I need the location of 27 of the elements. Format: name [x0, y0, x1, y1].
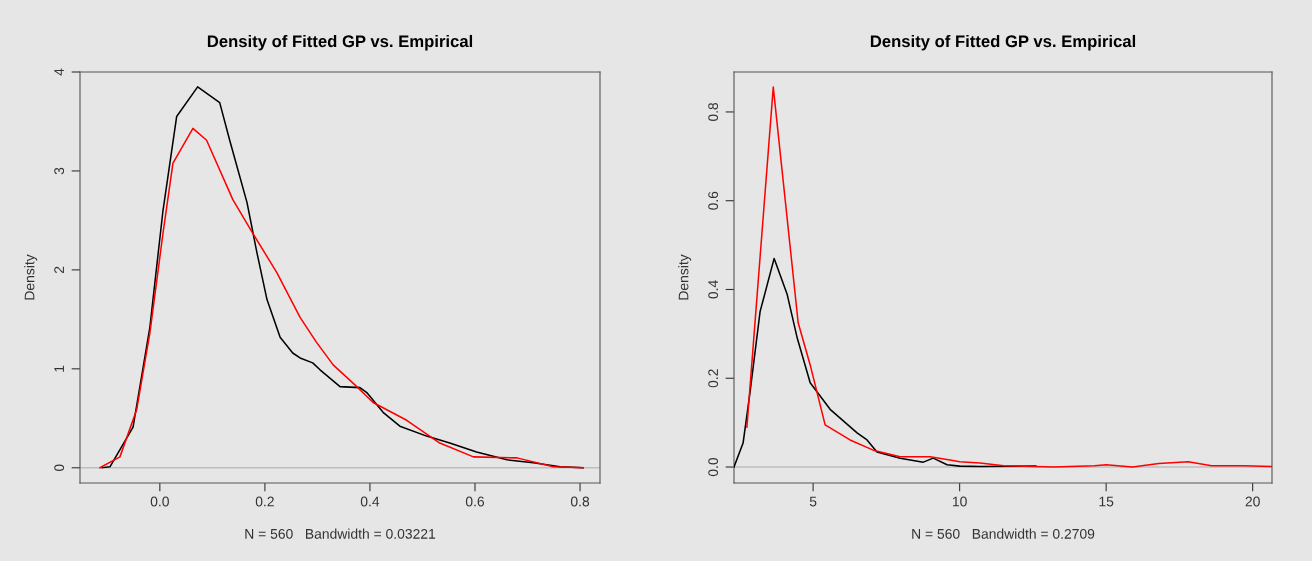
- x-tick-label: 15: [1099, 496, 1114, 507]
- x-tick-label: 10: [952, 496, 967, 507]
- y-tick-label: 0.2: [708, 369, 719, 388]
- x-tick-label: 5: [809, 496, 817, 507]
- y-tick-label: 0: [54, 464, 65, 472]
- y-tick-label: 4: [54, 68, 64, 76]
- y-tick-label: 1: [54, 365, 64, 372]
- y-axis-title: Density: [678, 254, 692, 300]
- y-tick-label: 3: [54, 167, 65, 175]
- x-tick-label: 0.2: [255, 496, 274, 507]
- y-tick-label: 0.0: [708, 457, 719, 477]
- line-series: [746, 86, 1272, 468]
- y-axis-title: Density: [24, 254, 38, 300]
- y-tick-label: 0.4: [708, 280, 719, 299]
- line-series: [734, 257, 1037, 468]
- x-tick-label: 20: [1245, 496, 1260, 507]
- y-tick-label: 0.6: [708, 191, 719, 210]
- chart-title: Density of Fitted GP vs. Empirical: [207, 34, 473, 51]
- x-axis-title: N = 560 Bandwidth = 0.2709: [912, 528, 1095, 539]
- x-tick-label: 0.8: [570, 496, 590, 507]
- x-axis-title: N = 560 Bandwidth = 0.03221: [245, 528, 436, 539]
- x-tick-label: 0.0: [150, 496, 169, 507]
- chart-title: Density of Fitted GP vs. Empirical: [870, 34, 1136, 51]
- x-tick-label: 0.4: [360, 496, 380, 507]
- y-tick-label: 0.8: [708, 102, 719, 122]
- y-tick-label: 2: [54, 266, 64, 274]
- x-tick-label: 0.6: [465, 496, 485, 507]
